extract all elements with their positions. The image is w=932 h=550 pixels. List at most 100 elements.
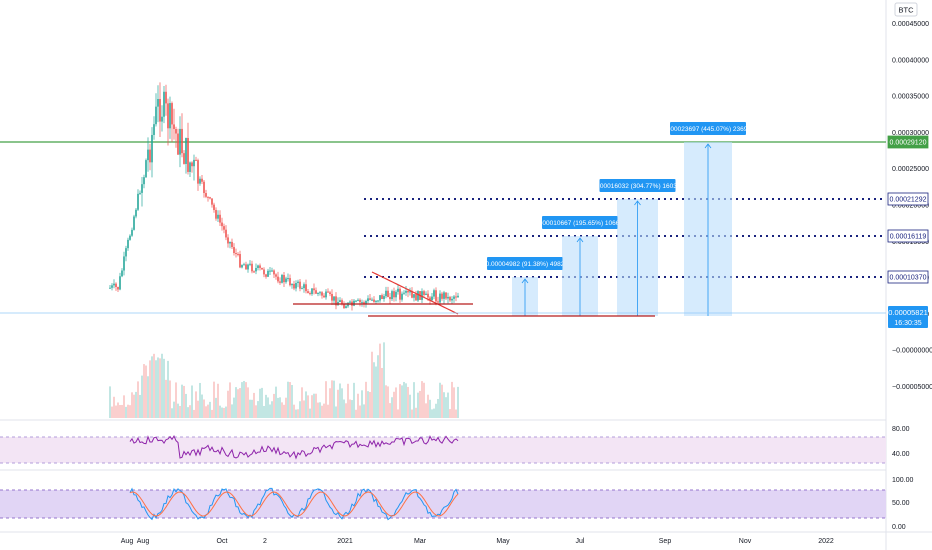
volume-bar [441,384,443,418]
candle-body [289,278,291,286]
indicator-axis[interactable]: 80.00 40.00 100.00 50.00 0.00 [892,426,914,531]
volume-bar [375,366,377,418]
volume-bar [321,405,323,418]
candle-body [239,254,241,268]
volume-bar [193,409,195,418]
stoch-pane[interactable] [0,487,886,521]
candle-body [429,297,431,301]
candle-body [321,292,323,296]
volume-bar [159,358,161,418]
time-tick: Mar [414,538,427,545]
volume-bar [267,397,269,418]
candle-body [309,293,311,295]
target-arrow-head [576,237,584,243]
candle-body [331,293,333,301]
candle-body [297,281,299,284]
candle-body [273,270,275,275]
time-axis[interactable]: Aug Aug Oct 2 2021 Mar May Jul Sep Nov 2022 [121,538,834,545]
time-tick: Aug [137,538,150,545]
volume-bar [131,392,133,418]
candle-body [417,291,419,301]
volume-bar [259,388,261,418]
candle-body [403,292,405,294]
stoch-tick: 0.00 [892,524,906,531]
volume-bar [357,393,359,418]
candle-body [123,256,125,271]
candle-body [207,196,209,198]
candle-body [383,296,385,299]
price-tick: −0.00000000 [892,348,932,355]
candle-body [457,295,459,298]
candle-body [139,192,141,194]
volume-bar [191,385,193,418]
candle-body [249,263,251,265]
volume-bar [359,405,361,418]
candle-body [295,283,297,289]
candle-body [353,300,355,306]
volume-bar [251,399,253,418]
volume-bar [179,405,181,418]
bar-countdown: 16:30:35 [894,320,921,327]
volume-bar [155,360,157,418]
candle-body [233,247,235,254]
volume-bar [135,391,137,418]
volume-bar [327,404,329,418]
candle-body [189,162,191,172]
rsi-pane[interactable] [0,435,886,464]
currency-tag[interactable]: BTC [894,2,918,17]
candle-body [267,270,269,277]
volume-bar [199,382,201,418]
candle-body [243,264,245,266]
price-axis[interactable]: 0.00045000 0.00040000 0.00035000 0.00030000… [892,21,932,391]
candle-body [405,290,407,293]
volume-bar [227,390,229,418]
candle-body [393,291,395,298]
volume-bar [291,385,293,418]
volume-bar [301,387,303,418]
candle-body [113,283,115,286]
candle-body [307,291,309,294]
target-boxes[interactable]: 0.00004982 (91.38%) 4982 0.00010667 (195.… [486,122,752,316]
candle-body [217,214,219,219]
volume-bar [171,408,173,418]
volume-bar [261,387,263,418]
volume-bar [189,405,191,418]
candle-body [241,265,243,268]
candle-body [363,302,365,304]
volume-bar [203,399,205,418]
volume-bar [153,353,155,418]
volume-bar [231,404,233,418]
volume-bar [449,409,451,418]
candle-body [411,291,413,298]
volume-bar [113,396,115,418]
candle-body [333,296,335,301]
candle-body [433,290,435,297]
volume-bar [119,405,121,418]
volume-bar [167,360,169,418]
candle-body [343,304,345,309]
candle-body [407,290,409,293]
volume-bar [355,409,357,418]
candle-body [199,178,201,184]
volume-bar [383,342,385,418]
time-tick: 2022 [818,538,834,545]
candle-body [263,269,265,275]
volume-bar [209,401,211,418]
candle-body [195,159,197,161]
volume-bar [389,403,391,418]
volume-bar [275,386,277,418]
volume-bar [451,381,453,418]
candle-body [423,291,425,295]
candle-body [255,267,257,272]
candle-body [367,298,369,302]
volume-bar [111,406,113,418]
volume-bar [277,397,279,418]
candle-body [279,281,281,283]
main-pane[interactable] [0,0,886,420]
candle-body [149,149,151,163]
volume-bar [305,391,307,418]
candle-body [389,297,391,300]
volume-bar [311,395,313,418]
level-price-tags: 0.00029120 0.00021292 0.00016119 0.00010370 [887,135,929,284]
